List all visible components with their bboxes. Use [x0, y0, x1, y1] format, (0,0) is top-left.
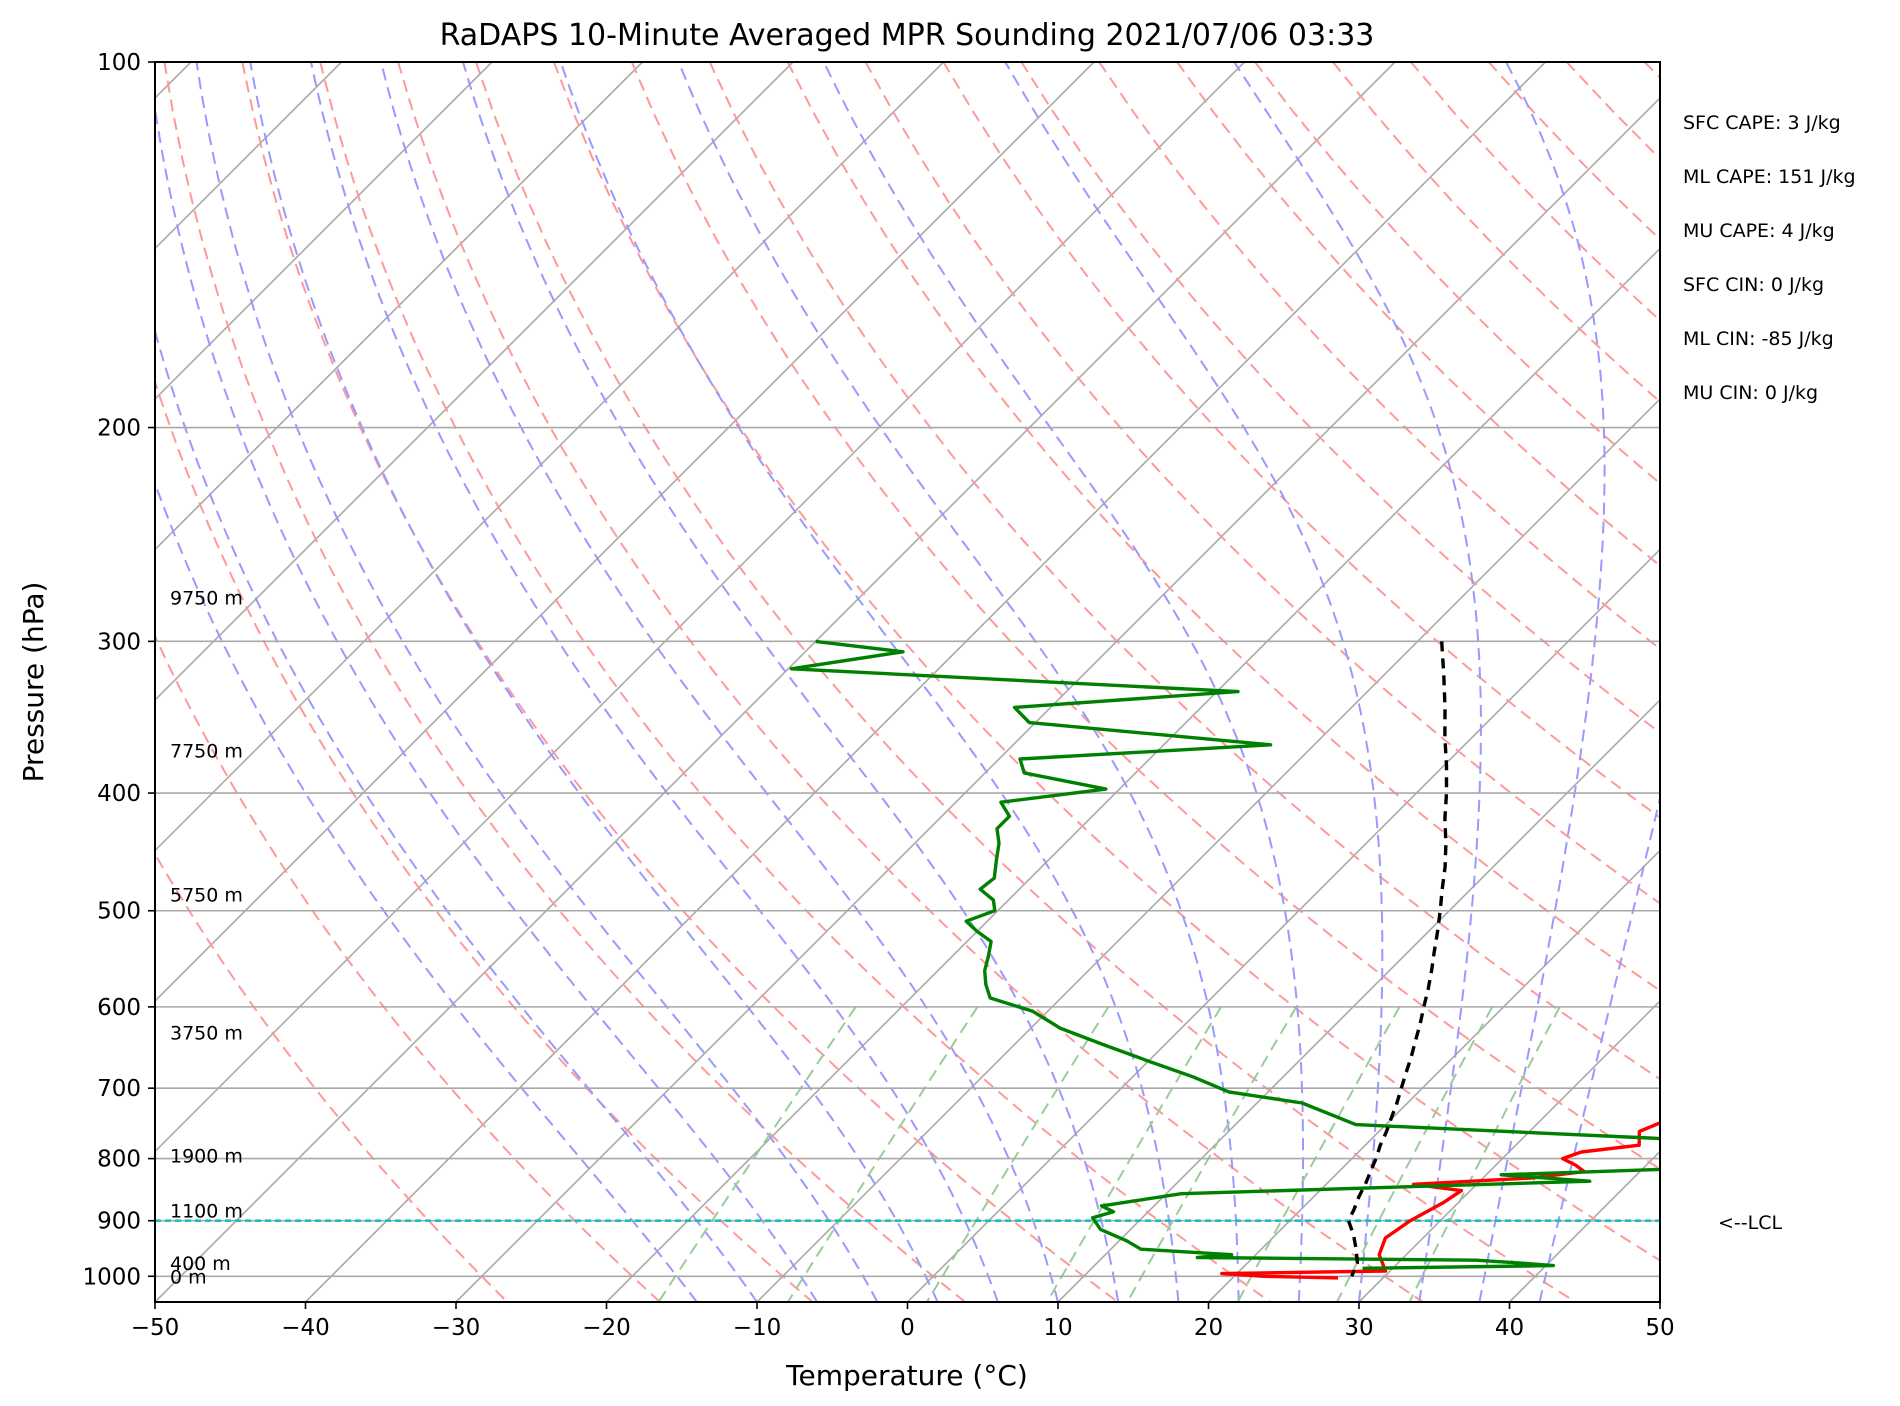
isotherm-line [304, 62, 1547, 1302]
stability-index-label: ML CAPE: 151 J/kg [1683, 166, 1856, 188]
dry-adiabat-line [319, 62, 1272, 1302]
y-tick-label: 200 [97, 416, 141, 442]
y-tick-label: 700 [97, 1076, 141, 1102]
y-axis-title: Pressure (hPa) [17, 582, 50, 783]
series-layer [155, 639, 1660, 1280]
height-label: 0 m [170, 1266, 207, 1288]
stability-indices: SFC CAPE: 3 J/kg ML CAPE: 151 J/kg MU CAPE… [1683, 112, 1856, 404]
stability-index-label: MU CAPE: 4 J/kg [1683, 220, 1835, 242]
x-tick-label: 0 [900, 1315, 915, 1341]
height-label: 1900 m [170, 1145, 243, 1167]
dry-adiabat-line [155, 378, 814, 1302]
isotherm-line [605, 247, 1660, 1302]
lcl-label: <--LCL [1718, 1212, 1782, 1234]
stability-index-label: SFC CAPE: 3 J/kg [1683, 112, 1841, 134]
height-label: 3750 m [170, 1023, 243, 1045]
x-tick-label: 30 [1344, 1315, 1373, 1341]
y-tick-label: 500 [97, 899, 141, 925]
x-tick-label: −30 [432, 1315, 481, 1341]
y-tick-label: 800 [97, 1147, 141, 1173]
moist-adiabat-line [155, 480, 698, 1302]
mixing-ratio-line [786, 1006, 979, 1302]
moist-adiabat-line [249, 62, 939, 1302]
mixing-ratio-line [657, 1006, 857, 1302]
x-tick-label: −50 [131, 1315, 180, 1341]
height-label: 400 m [170, 1253, 231, 1275]
isotherm-line [906, 548, 1660, 1302]
mixing-ratio-line [1408, 1006, 1561, 1302]
x-tick-label: −40 [281, 1315, 330, 1341]
isotherm-line [155, 62, 1246, 1153]
moist-adiabat-line [195, 62, 879, 1302]
moist-adiabat-line [677, 62, 1240, 1302]
dry-adiabat-line [552, 62, 1660, 1262]
moist-adiabat-line [1478, 62, 1606, 1302]
dry-adiabat-line [864, 62, 1660, 905]
height-label: 1100 m [170, 1201, 243, 1223]
mixing-ratio-line [926, 1006, 1110, 1302]
isotherm-line [1358, 999, 1660, 1302]
height-label: 7750 m [170, 741, 243, 763]
moist-adiabat-line [310, 62, 999, 1302]
stability-index-label: ML CIN: -85 J/kg [1683, 328, 1834, 350]
x-tick-label: −20 [582, 1315, 631, 1341]
stability-index-label: SFC CIN: 0 J/kg [1683, 274, 1824, 296]
isotherm-line [155, 62, 644, 551]
stability-index-label: MU CIN: 0 J/kg [1683, 382, 1818, 404]
dewpoint-profile-line [789, 639, 1660, 1270]
y-tick-label: 300 [97, 629, 141, 655]
moist-adiabat-line [462, 62, 1120, 1302]
dry-adiabat-line [155, 851, 509, 1302]
moist-adiabat-line [822, 62, 1304, 1302]
x-tick-label: −10 [733, 1315, 782, 1341]
dry-adiabat-line [163, 62, 966, 1302]
chart-title: RaDAPS 10-Minute Averaged MPR Sounding 2… [440, 18, 1375, 53]
moist-adiabat-line [1004, 62, 1384, 1302]
y-axis-ticks: 100 200 300 400 500 600 700 800 900 1000 [82, 50, 155, 1290]
dry-adiabat-line [630, 62, 1660, 1171]
dry-adiabat-line [942, 62, 1660, 819]
height-label: 5750 m [170, 885, 243, 907]
isotherm-line [155, 62, 945, 852]
isotherm-line [155, 62, 794, 702]
moist-adiabat-line [559, 62, 1180, 1302]
moist-adiabat-line [380, 62, 1059, 1302]
moist-adiabat-line [1538, 793, 1660, 1302]
mixing-ratio-line [1126, 1006, 1298, 1302]
y-tick-label: 400 [97, 781, 141, 807]
height-label: 9750 m [170, 587, 243, 609]
dry-adiabat-line [155, 633, 661, 1302]
x-axis-title: Temperature (°C) [785, 1359, 1028, 1392]
isotherm-line [1207, 849, 1660, 1302]
x-tick-label: 20 [1194, 1315, 1223, 1341]
x-axis-ticks: −50 −40 −30 −20 −10 0 10 20 30 40 50 [131, 1302, 1675, 1341]
height-labels: 9750 m 7750 m 5750 m 3750 m 1900 m 1100 m 400 … [170, 587, 243, 1288]
moist-adiabat-line [155, 102, 819, 1302]
y-tick-label: 900 [97, 1209, 141, 1235]
x-tick-label: 40 [1495, 1315, 1524, 1341]
isotherm-line [155, 62, 1095, 1003]
moist-adiabat-line [155, 327, 758, 1302]
dry-adiabat-line [475, 62, 1577, 1302]
isotherm-line [155, 62, 493, 401]
dry-adiabat-line [708, 62, 1660, 1081]
y-tick-label: 600 [97, 995, 141, 1021]
isotherm-line [1057, 698, 1660, 1302]
y-tick-label: 1000 [82, 1264, 141, 1290]
mixing-ratio-line [1236, 1006, 1401, 1302]
x-tick-label: 50 [1645, 1315, 1674, 1341]
dry-adiabat-line [1176, 62, 1660, 568]
x-tick-label: 10 [1043, 1315, 1072, 1341]
dry-adiabat-line [397, 62, 1424, 1302]
isotherm-line [155, 62, 1396, 1302]
moist-adiabat-line [1233, 62, 1482, 1302]
mixing-ratio-line [1046, 1006, 1222, 1302]
background-lines [155, 62, 1660, 1302]
y-tick-label: 100 [97, 50, 141, 76]
